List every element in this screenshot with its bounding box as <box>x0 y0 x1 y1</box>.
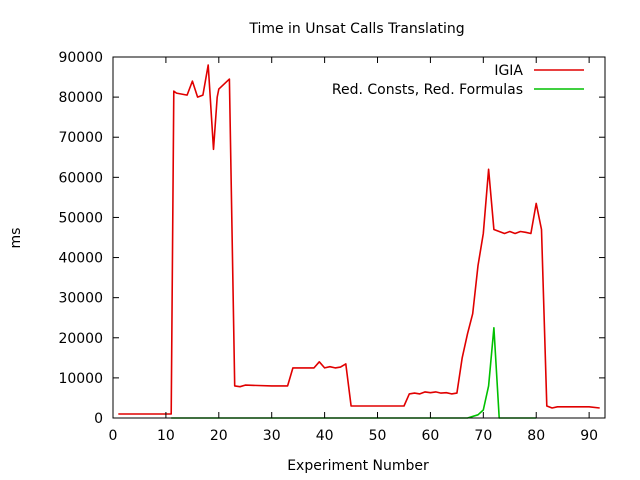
y-tick-label: 50000 <box>58 210 103 226</box>
series-line-igia <box>118 64 600 415</box>
y-tick-label: 70000 <box>58 130 103 146</box>
y-tick-label: 20000 <box>58 331 103 347</box>
x-tick-label: 20 <box>210 428 228 444</box>
y-tick-label: 80000 <box>58 90 103 106</box>
legend-label-igia: IGIA <box>494 63 523 79</box>
y-tick-label: 10000 <box>58 371 103 387</box>
x-axis: 0 10 20 30 40 50 60 70 80 90 <box>109 57 598 444</box>
x-tick-label: 0 <box>109 428 118 444</box>
x-tick-label: 80 <box>527 428 545 444</box>
legend-label-red-consts: Red. Consts, Red. Formulas <box>332 82 523 98</box>
x-axis-label: Experiment Number <box>287 458 429 474</box>
plot-lines <box>118 64 600 419</box>
y-tick-label: 90000 <box>58 50 103 66</box>
y-axis: 0 10000 20000 30000 40000 50000 60000 70000 8000… <box>58 50 605 427</box>
y-tick-label: 30000 <box>58 291 103 307</box>
y-axis-label: ms <box>8 228 24 249</box>
x-tick-label: 50 <box>369 428 387 444</box>
x-tick-label: 60 <box>422 428 440 444</box>
x-tick-label: 30 <box>263 428 281 444</box>
y-tick-label: 60000 <box>58 170 103 186</box>
y-tick-label: 0 <box>94 411 103 427</box>
legend: IGIA Red. Consts, Red. Formulas <box>332 63 584 98</box>
x-tick-label: 90 <box>580 428 598 444</box>
chart-title: Time in Unsat Calls Translating <box>248 21 464 37</box>
x-tick-label: 10 <box>157 428 175 444</box>
x-tick-label: 70 <box>474 428 492 444</box>
y-tick-label: 40000 <box>58 251 103 267</box>
series-line-red-consts <box>171 326 537 419</box>
plot-frame <box>112 56 606 419</box>
x-tick-label: 40 <box>316 428 334 444</box>
